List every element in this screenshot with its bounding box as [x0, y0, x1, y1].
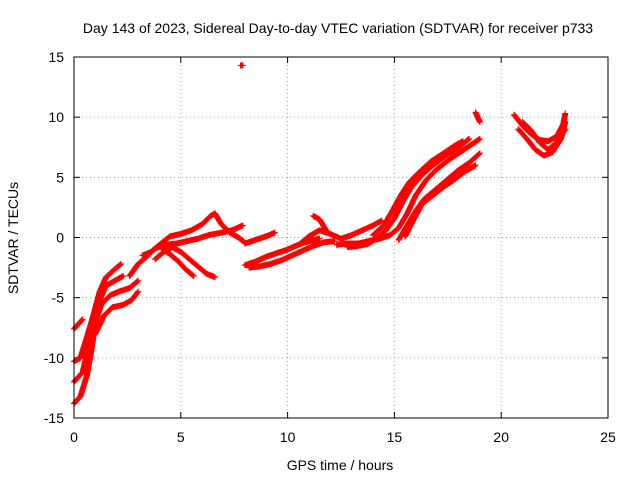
data-point-band	[152, 244, 218, 281]
data-point-band	[344, 135, 473, 251]
data-point-band	[402, 162, 479, 240]
series-arc-20	[402, 162, 479, 240]
x-tick-label: 5	[177, 429, 185, 445]
data-point-band	[237, 62, 246, 69]
plot-frame	[73, 56, 609, 419]
series-arc-2	[71, 277, 142, 385]
x-tick-label: 0	[70, 429, 78, 445]
data-point-band	[246, 238, 338, 271]
y-tick-label: 0	[56, 230, 64, 246]
y-tick-label: -15	[44, 410, 64, 426]
data-point-band	[71, 277, 142, 385]
series-arc-10	[237, 62, 246, 69]
series-arc-17	[344, 135, 473, 251]
y-tick-label: 10	[48, 109, 64, 125]
x-tick-label: 15	[387, 429, 403, 445]
x-axis-label: GPS time / hours	[287, 457, 394, 473]
series-arc-8	[152, 244, 218, 281]
data-point-band	[370, 138, 466, 239]
data-point-band	[241, 229, 278, 247]
y-axis-label: SDTVAR / TECUs	[5, 182, 21, 294]
axis-ticks: 0 5 10 15 20 25 -15 -10 -5 0 5 10 15	[44, 49, 616, 445]
data-point-band	[139, 210, 248, 259]
data-point-band	[158, 245, 197, 280]
data-point-band	[71, 316, 86, 332]
data-point-band	[472, 109, 483, 125]
x-tick-label: 10	[280, 429, 296, 445]
series-arc-4	[71, 316, 86, 332]
series-arc-9	[158, 245, 197, 280]
data-point-band	[92, 288, 142, 337]
series-arc-7	[139, 210, 248, 259]
y-tick-label: -10	[44, 350, 64, 366]
data-points	[71, 62, 569, 407]
data-point-band	[310, 212, 330, 234]
chart-title: Day 143 of 2023, Sidereal Day-to-day VTE…	[83, 20, 593, 36]
x-tick-label: 25	[600, 429, 616, 445]
series-arc-5	[92, 288, 142, 337]
y-tick-label: 5	[56, 169, 64, 185]
y-tick-label: 15	[48, 49, 64, 65]
series-arc-21	[472, 109, 483, 125]
series-arc-18	[370, 138, 466, 239]
series-arc-13	[241, 229, 278, 247]
series-arc-15	[310, 212, 330, 234]
x-tick-label: 20	[493, 429, 509, 445]
series-arc-12	[246, 238, 338, 271]
y-tick-label: -5	[52, 290, 65, 306]
grid	[74, 57, 608, 418]
series-arc-24	[519, 118, 569, 153]
data-point-band	[519, 118, 569, 153]
